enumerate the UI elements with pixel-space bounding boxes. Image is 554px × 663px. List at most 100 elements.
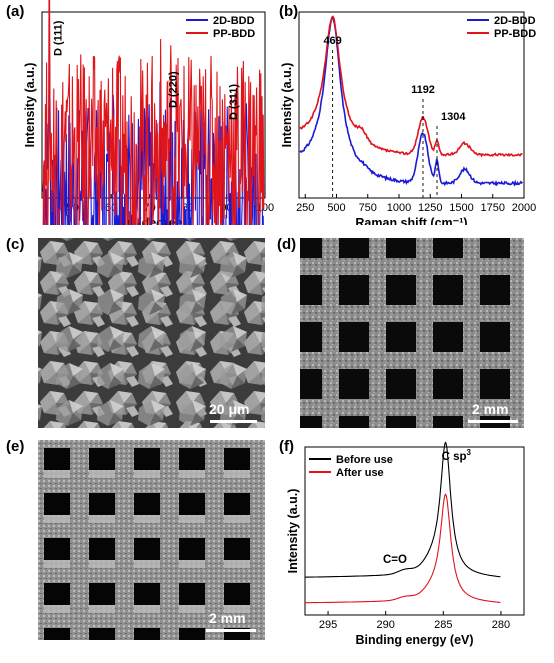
panel-c-label: (c): [6, 236, 25, 253]
mesh-hole: [89, 493, 115, 515]
mesh-hole: [134, 493, 160, 515]
mesh-wall: [134, 515, 160, 523]
mesh-hole: [300, 416, 322, 428]
raman-xtick-label: 500: [327, 202, 345, 214]
raman-plot-frame: [298, 11, 525, 199]
mesh-hole: [179, 628, 205, 640]
mesh-hole: [300, 322, 322, 352]
panel-e-label: (e): [6, 438, 25, 455]
mesh-hole: [134, 583, 160, 605]
mesh-wall: [44, 605, 70, 613]
crystal-texture: [38, 238, 265, 428]
mesh-hole: [339, 322, 369, 352]
scale-label-d: 2 mm: [472, 401, 509, 417]
mesh-hole: [480, 369, 510, 399]
xps-series-line: [305, 441, 501, 578]
mesh-hole: [44, 538, 70, 560]
mesh-hole: [44, 493, 70, 515]
mesh-hole: [300, 275, 322, 305]
mesh-hole: [89, 448, 115, 470]
raman-peak-label: 1192: [411, 84, 435, 96]
mesh-wall: [179, 605, 205, 613]
mesh-hole: [339, 275, 369, 305]
raman-xtick-label: 1000: [387, 202, 411, 214]
xrd-ylabel: Intensity (a.u.): [23, 63, 37, 148]
xrd-series-line: [42, 0, 265, 225]
scale-bar-c: [210, 420, 257, 423]
sem-image-mesh-tilted: 2 mm: [38, 440, 265, 640]
mesh-wall: [89, 470, 115, 478]
raman-chart: 250 500 750 1000 1250 1500 1750 2000 Raman shift…: [280, 11, 536, 225]
mesh-hole: [179, 448, 205, 470]
mesh-holes-e: [44, 448, 250, 640]
mesh-hole: [134, 448, 160, 470]
scale-label-c: 20 μm: [209, 401, 250, 417]
panel-d-label: (d): [277, 236, 297, 253]
xps-xtick-label: 290: [377, 619, 395, 631]
mesh-wall: [89, 560, 115, 568]
mesh-hole: [300, 369, 322, 399]
xps-legend-label: Before use: [336, 454, 393, 466]
mesh-grid-e: [38, 440, 265, 640]
mesh-wall: [134, 560, 160, 568]
mesh-wall: [224, 605, 250, 613]
mesh-hole: [224, 448, 250, 470]
mesh-hole: [134, 628, 160, 640]
raman-xtick-label: 2000: [512, 202, 536, 214]
xrd-annotation: D (311): [228, 84, 240, 120]
panel-a-label: (a): [6, 3, 25, 20]
mesh-hole: [300, 238, 322, 258]
mesh-hole: [433, 416, 463, 428]
panel-b: (b) 250 500 750 1000 1250 1500 1750 2000 Raman s…: [277, 0, 554, 225]
sem-image-mesh-top: 2 mm: [300, 238, 524, 428]
raman-xtick-label: 1500: [449, 202, 473, 214]
mesh-hole: [339, 416, 369, 428]
mesh-hole: [480, 322, 510, 352]
raman-legend-label: 2D-BDD: [494, 15, 536, 27]
mesh-wall: [89, 605, 115, 613]
raman-xtick-label: 250: [296, 202, 314, 214]
mesh-wall: [44, 470, 70, 478]
mesh-hole: [433, 275, 463, 305]
mesh-hole: [433, 369, 463, 399]
panel-b-label: (b): [279, 3, 299, 20]
xrd-annotation: D (111): [52, 20, 64, 56]
mesh-wall: [134, 470, 160, 478]
xps-xlabel: Binding energy (eV): [355, 633, 473, 647]
mesh-hole: [179, 583, 205, 605]
mesh-hole: [44, 448, 70, 470]
raman-legend-label: PP-BDD: [494, 28, 536, 40]
mesh-wall: [224, 560, 250, 568]
mesh-wall: [224, 470, 250, 478]
mesh-wall: [44, 560, 70, 568]
xps-ylabel: Intensity (a.u.): [286, 489, 300, 574]
mesh-hole: [44, 628, 70, 640]
mesh-hole: [433, 238, 463, 258]
mesh-hole: [224, 583, 250, 605]
panel-f: (f) 295 290 285 280 Binding energy (eV) Inten…: [277, 435, 554, 663]
panel-f-label: (f): [279, 438, 294, 455]
mesh-wall: [224, 515, 250, 523]
mesh-hole: [134, 538, 160, 560]
panel-a: (a) 50 60 70 80 90 100 2θ (degree) Intensity (a…: [0, 0, 275, 225]
mesh-hole: [386, 369, 416, 399]
sem-image-crystals: 20 μm: [38, 238, 265, 428]
mesh-wall: [44, 515, 70, 523]
mesh-hole: [433, 322, 463, 352]
mesh-hole: [480, 238, 510, 258]
raman-xlabel: Raman shift (cm⁻¹): [355, 216, 467, 225]
xps-chart: 295 290 285 280 Binding energy (eV) Intensity…: [286, 441, 525, 647]
mesh-holes-d: [300, 238, 510, 428]
mesh-hole: [386, 322, 416, 352]
scale-bar-d: [468, 420, 518, 423]
xps-plot-frame: [304, 446, 525, 616]
mesh-hole: [89, 628, 115, 640]
xrd-annotation: D (220): [167, 71, 179, 108]
raman-xtick-label: 1250: [418, 202, 442, 214]
mesh-hole: [386, 275, 416, 305]
raman-ylabel: Intensity (a.u.): [280, 63, 294, 148]
xps-xtick-label: 285: [434, 619, 452, 631]
xps-legend-label: After use: [336, 467, 384, 479]
xps-xtick-label: 280: [492, 619, 510, 631]
